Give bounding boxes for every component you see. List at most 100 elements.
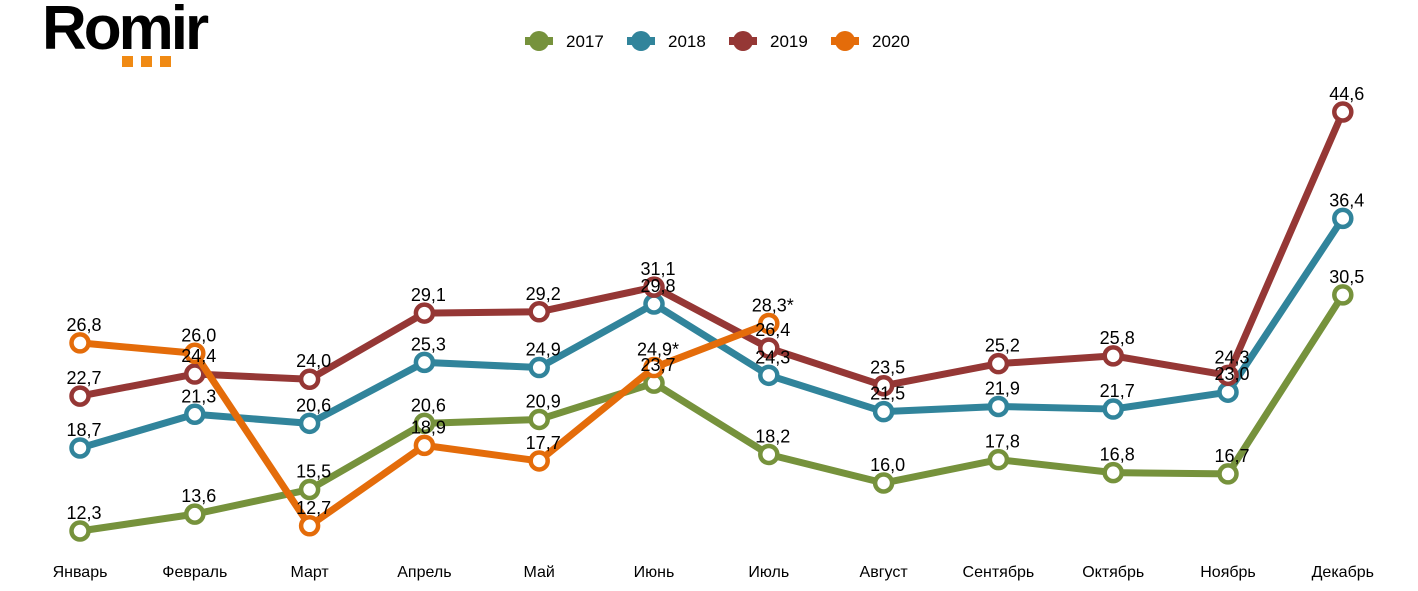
data-label: 12,3 xyxy=(66,503,101,523)
data-label: 25,8 xyxy=(1100,328,1135,348)
data-label: 15,5 xyxy=(296,461,331,481)
data-label: 25,3 xyxy=(411,334,446,354)
data-point xyxy=(1217,381,1239,403)
legend-circle-marker xyxy=(835,31,855,51)
data-point xyxy=(1217,463,1239,485)
legend-item-2020[interactable]: 2020 xyxy=(831,31,910,51)
data-point xyxy=(643,356,665,379)
data-point xyxy=(1102,461,1124,484)
legend-label: 2020 xyxy=(872,32,910,51)
data-label: 28,3* xyxy=(752,295,794,315)
data-point xyxy=(872,400,895,423)
data-point xyxy=(1102,345,1124,367)
data-point xyxy=(1217,364,1239,387)
data-point xyxy=(1332,207,1354,230)
legend-item-2018[interactable]: 2018 xyxy=(627,31,706,51)
x-tick-label: Август xyxy=(860,564,909,581)
romir-logo: Romir xyxy=(42,0,209,67)
data-point xyxy=(528,356,550,379)
data-label: 25,2 xyxy=(985,336,1020,356)
legend-item-2017[interactable]: 2017 xyxy=(525,31,604,51)
data-point xyxy=(413,302,436,324)
series-2018 xyxy=(69,207,1354,459)
data-label: 23,0 xyxy=(1214,364,1249,384)
series-2019 xyxy=(69,101,1354,407)
data-label: 24,0 xyxy=(296,351,331,371)
data-point xyxy=(1332,101,1354,123)
legend-circle-marker xyxy=(631,31,651,51)
legend-label: 2018 xyxy=(668,32,706,51)
data-label: 29,1 xyxy=(411,285,446,305)
data-label: 23,7 xyxy=(640,355,675,375)
data-label: 17,8 xyxy=(985,432,1020,452)
series-line-2018 xyxy=(79,216,1346,452)
data-label: 21,5 xyxy=(870,384,905,404)
data-label: 21,7 xyxy=(1100,381,1135,401)
x-tick-label: Февраль xyxy=(162,564,227,581)
data-label: 20,9 xyxy=(526,391,561,411)
data-point xyxy=(184,342,206,365)
data-point xyxy=(758,443,780,466)
data-label: 44,6 xyxy=(1329,84,1364,104)
data-label: 18,2 xyxy=(755,426,790,446)
data-point xyxy=(298,515,321,537)
x-tick-label: Июнь xyxy=(634,564,675,581)
data-point xyxy=(528,450,550,472)
logo-dots xyxy=(122,56,171,67)
data-point xyxy=(872,374,895,397)
data-point xyxy=(184,503,206,525)
data-label: 24,3 xyxy=(1214,347,1249,367)
data-label: 12,7 xyxy=(296,498,331,518)
series-2020 xyxy=(69,312,780,537)
data-label: 22,7 xyxy=(66,368,101,388)
x-tick-label: Май xyxy=(524,564,555,581)
data-label: 29,2 xyxy=(526,284,561,304)
data-label: 16,7 xyxy=(1214,446,1249,466)
data-label: 24,9 xyxy=(526,340,561,360)
legend-label: 2019 xyxy=(770,32,808,51)
data-label: 26,4 xyxy=(755,320,790,340)
series-2017 xyxy=(69,284,1354,542)
x-tick-label: Октябрь xyxy=(1082,564,1144,581)
data-label: 18,7 xyxy=(66,420,101,440)
data-label: 24,3 xyxy=(755,347,790,367)
data-point xyxy=(1332,284,1354,306)
data-label: 26,8 xyxy=(66,315,101,335)
data-point xyxy=(643,276,665,298)
data-point xyxy=(298,478,321,501)
data-point xyxy=(184,363,206,385)
data-label: 36,4 xyxy=(1329,190,1364,210)
data-point xyxy=(528,408,550,431)
series-line-2017 xyxy=(79,293,1346,535)
data-point xyxy=(298,412,321,435)
data-point xyxy=(69,437,91,459)
data-label: 21,9 xyxy=(985,378,1020,398)
data-label: 24,9* xyxy=(637,340,679,360)
data-point xyxy=(987,448,1010,471)
data-label: 26,0 xyxy=(181,325,216,345)
data-label: 31,1 xyxy=(640,259,675,279)
x-tick-label: Сентябрь xyxy=(963,564,1035,581)
data-point xyxy=(298,368,321,390)
data-label: 20,6 xyxy=(296,395,331,415)
data-point xyxy=(528,301,550,323)
legend-circle-marker xyxy=(733,31,753,51)
x-tick-label: Июль xyxy=(748,564,789,581)
legend-item-2019[interactable]: 2019 xyxy=(729,31,808,51)
data-point xyxy=(69,332,91,354)
data-point xyxy=(184,403,206,426)
data-point xyxy=(69,385,91,407)
data-label: 16,0 xyxy=(870,455,905,475)
data-point xyxy=(987,352,1010,375)
data-point xyxy=(69,520,91,542)
data-label: 20,6 xyxy=(411,395,446,415)
data-point xyxy=(872,472,895,494)
data-point xyxy=(643,293,665,315)
data-point xyxy=(987,395,1010,418)
x-tick-label: Март xyxy=(290,564,329,581)
legend-circle-marker xyxy=(529,31,549,51)
data-label: 17,7 xyxy=(526,433,561,453)
x-tick-label: Декабрь xyxy=(1312,564,1374,581)
data-label: 18,9 xyxy=(411,417,446,437)
data-label: 30,5 xyxy=(1329,267,1364,287)
